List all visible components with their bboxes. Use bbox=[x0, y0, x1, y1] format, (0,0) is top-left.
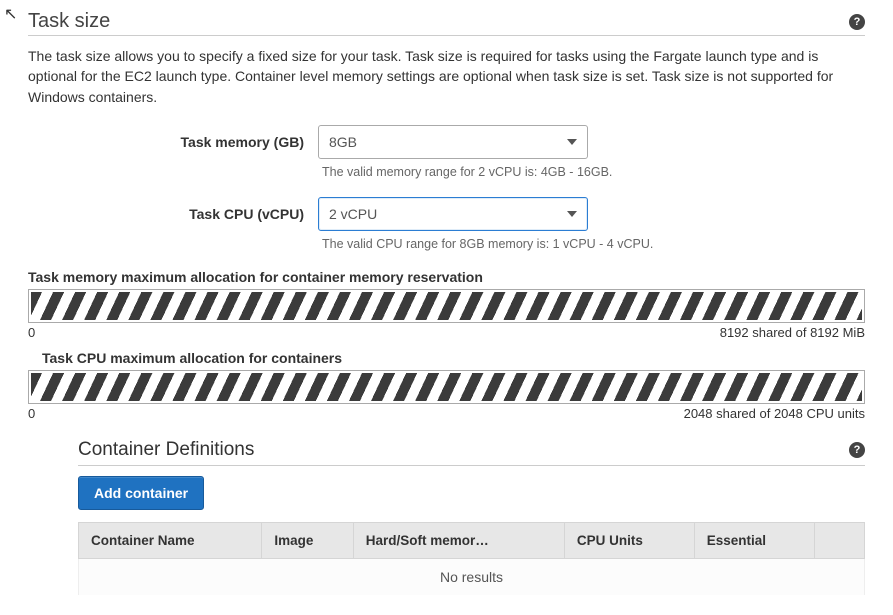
cpu-allocation-meta: 0 2048 shared of 2048 CPU units bbox=[28, 406, 865, 421]
task-cpu-row: Task CPU (vCPU) 2 vCPU bbox=[28, 197, 865, 231]
task-size-description: The task size allows you to specify a fi… bbox=[28, 46, 865, 107]
add-container-button[interactable]: Add container bbox=[78, 476, 204, 510]
memory-allocation-bar bbox=[28, 289, 865, 323]
chevron-down-icon bbox=[567, 211, 577, 217]
task-size-page: Task size ? The task size allows you to … bbox=[0, 0, 893, 615]
memory-allocation-summary: 8192 shared of 8192 MiB bbox=[720, 325, 865, 340]
cpu-allocation-zero: 0 bbox=[28, 406, 35, 421]
col-actions bbox=[815, 522, 865, 558]
help-icon[interactable]: ? bbox=[849, 14, 865, 30]
cursor-pointer-icon: ↖ bbox=[4, 4, 17, 24]
task-cpu-label: Task CPU (vCPU) bbox=[28, 206, 318, 222]
task-cpu-value: 2 vCPU bbox=[329, 206, 377, 222]
help-icon[interactable]: ? bbox=[849, 442, 865, 458]
table-header-row: Container Name Image Hard/Soft memor… CP… bbox=[79, 522, 865, 558]
task-memory-hint: The valid memory range for 2 vCPU is: 4G… bbox=[322, 165, 865, 179]
task-memory-select[interactable]: 8GB bbox=[318, 125, 588, 159]
cpu-allocation-fill bbox=[31, 373, 862, 401]
task-size-title: Task size bbox=[28, 10, 110, 33]
memory-allocation-meta: 0 8192 shared of 8192 MiB bbox=[28, 325, 865, 340]
col-container-name[interactable]: Container Name bbox=[79, 522, 262, 558]
task-memory-value: 8GB bbox=[329, 134, 357, 150]
no-results-cell: No results bbox=[79, 558, 865, 595]
col-cpu-units[interactable]: CPU Units bbox=[564, 522, 694, 558]
container-definitions-section: Container Definitions ? Add container Co… bbox=[28, 431, 865, 595]
memory-allocation-zero: 0 bbox=[28, 325, 35, 340]
task-memory-label: Task memory (GB) bbox=[28, 134, 318, 150]
cpu-allocation-label: Task CPU maximum allocation for containe… bbox=[42, 350, 865, 366]
table-row-empty: No results bbox=[79, 558, 865, 595]
task-cpu-select[interactable]: 2 vCPU bbox=[318, 197, 588, 231]
task-size-header: Task size ? bbox=[28, 10, 865, 36]
container-definitions-title: Container Definitions bbox=[78, 439, 254, 461]
col-essential[interactable]: Essential bbox=[694, 522, 814, 558]
task-memory-row: Task memory (GB) 8GB bbox=[28, 125, 865, 159]
cpu-allocation-bar bbox=[28, 370, 865, 404]
col-memory[interactable]: Hard/Soft memor… bbox=[353, 522, 564, 558]
chevron-down-icon bbox=[567, 139, 577, 145]
col-image[interactable]: Image bbox=[262, 522, 353, 558]
cpu-allocation-summary: 2048 shared of 2048 CPU units bbox=[684, 406, 865, 421]
task-cpu-hint: The valid CPU range for 8GB memory is: 1… bbox=[322, 237, 865, 251]
container-definitions-table: Container Name Image Hard/Soft memor… CP… bbox=[78, 522, 865, 595]
memory-allocation-label: Task memory maximum allocation for conta… bbox=[28, 269, 865, 285]
container-definitions-header: Container Definitions ? bbox=[78, 439, 865, 466]
memory-allocation-fill bbox=[31, 292, 862, 320]
